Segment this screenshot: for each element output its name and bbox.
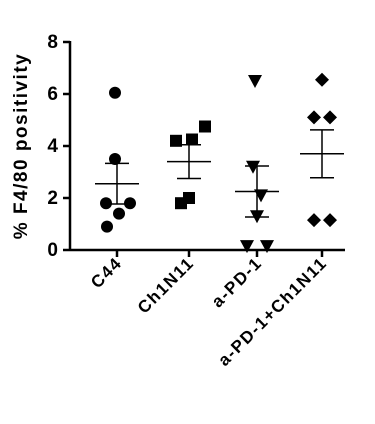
point — [246, 160, 260, 174]
y-axis-label: % F4/80 positivity — [11, 53, 32, 239]
point — [101, 220, 113, 233]
point — [199, 120, 211, 133]
point — [113, 207, 125, 220]
y-tick-label: 4 — [47, 136, 58, 157]
point — [323, 213, 337, 228]
point — [124, 197, 136, 210]
x-tick-label: a-PD-1+Ch1N11 — [214, 253, 330, 369]
point — [186, 133, 198, 146]
point — [109, 153, 121, 165]
y-tick-label: 2 — [47, 188, 58, 209]
y-tick-label: 0 — [47, 240, 58, 261]
y-tick-label: 6 — [47, 84, 58, 105]
point — [248, 75, 262, 88]
x-tick-label: Ch1N11 — [134, 253, 198, 317]
x-tick-label: C44 — [87, 253, 126, 292]
point — [260, 240, 274, 254]
point — [323, 110, 337, 125]
point — [100, 197, 112, 210]
point — [307, 213, 321, 228]
point — [109, 86, 121, 99]
point — [307, 110, 321, 125]
x-tick-label: a-PD-1 — [208, 253, 266, 311]
point — [170, 134, 182, 147]
point — [315, 72, 329, 87]
point — [240, 240, 254, 254]
y-tick-label: 8 — [47, 32, 58, 53]
point — [175, 197, 187, 210]
